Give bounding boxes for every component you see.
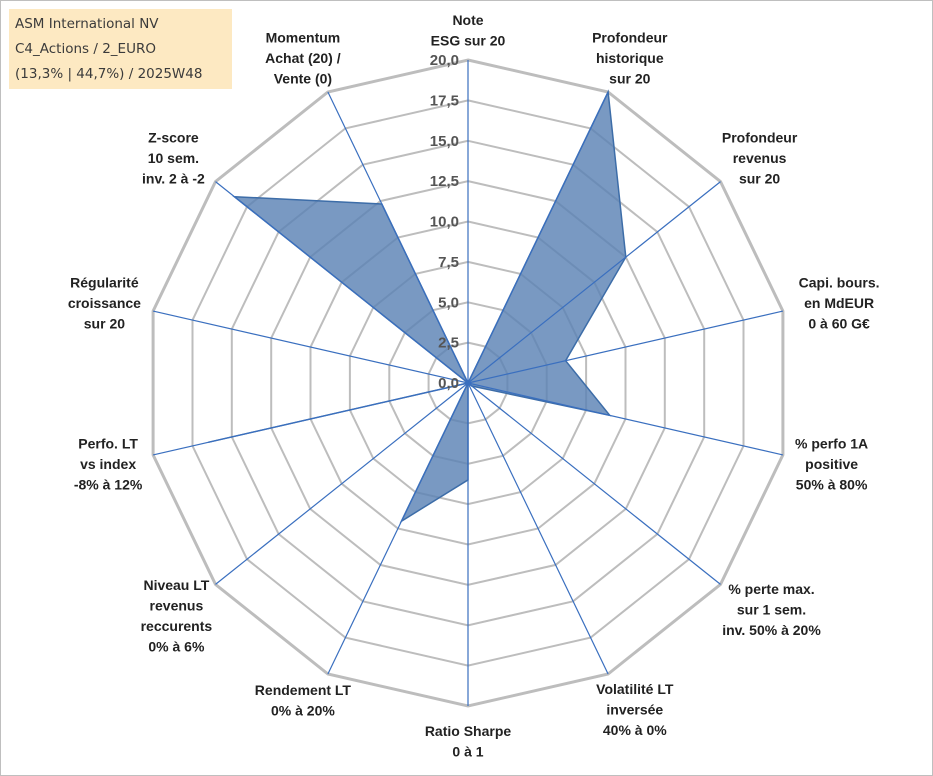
axis-label-line: revenus xyxy=(733,150,787,166)
tick-label: 15,0 xyxy=(430,133,459,150)
axis-label-line: 0% à 20% xyxy=(271,703,335,719)
axis-label-11: Régularité croissance sur 20 xyxy=(68,275,141,332)
tick-label: 12,5 xyxy=(430,173,459,190)
axis-label-2: Profondeur revenus sur 20 xyxy=(722,130,798,187)
axis-label-line: Achat (20) / xyxy=(265,50,341,66)
axis-label-line: en MdEUR xyxy=(804,295,874,311)
axis-label-6: Volatilité LT inversée 40% à 0% xyxy=(596,681,674,738)
axis-label-line: croissance xyxy=(68,295,141,311)
axis-label-line: % perfo 1A xyxy=(795,436,868,452)
title-line-3: (13,3% | 44,7%) / 2025W48 xyxy=(15,66,203,82)
axis-label-line: 0 à 1 xyxy=(452,744,483,760)
axis-label-line: inv. 2 à -2 xyxy=(142,171,205,187)
axis-label-10: Perfo. LT vs index -8% à 12% xyxy=(74,436,143,493)
axis-label-line: Profondeur xyxy=(592,29,668,45)
tick-label: 0,0 xyxy=(438,375,459,392)
axis-label-line: vs index xyxy=(80,456,136,472)
axis-label-line: Capi. bours. xyxy=(799,275,880,291)
axis-line xyxy=(152,382,469,456)
axis-line xyxy=(327,91,469,384)
tick-label: 20,0 xyxy=(430,52,459,69)
axis-line xyxy=(215,181,469,384)
axis-label-line: Volatilité LT xyxy=(596,681,674,697)
axis-label-line: Note xyxy=(452,12,483,28)
axis-label-line: 50% à 80% xyxy=(796,477,868,493)
axis-label-line: sur 20 xyxy=(739,171,780,187)
axis-label-line: Z-score xyxy=(148,130,199,146)
axis-label-line: inversée xyxy=(606,702,663,718)
axis-label-line: 40% à 0% xyxy=(603,722,667,738)
axis-label-3: Capi. bours. en MdEUR 0 à 60 G€ xyxy=(799,275,880,332)
axis-label-line: sur 1 sem. xyxy=(737,601,806,617)
axis-line xyxy=(467,91,609,384)
axis-label-line: historique xyxy=(596,50,664,66)
axis-label-0: Note ESG sur 20 xyxy=(431,12,506,49)
axis-label-4: % perfo 1A positive 50% à 80% xyxy=(795,436,868,493)
axis-label-line: Profondeur xyxy=(722,130,798,146)
axis-line xyxy=(467,181,721,384)
chart-title-box: ASM International NV C4_Actions / 2_EURO… xyxy=(9,9,232,89)
axis-line xyxy=(215,382,469,585)
tick-label: 10,0 xyxy=(430,214,459,231)
title-line-1: ASM International NV xyxy=(15,16,159,32)
axis-label-9: Niveau LT revenus reccurents 0% à 6% xyxy=(141,577,213,655)
tick-label: 5,0 xyxy=(438,294,459,311)
axis-label-line: 10 sem. xyxy=(148,150,199,166)
tick-label: 17,5 xyxy=(430,92,459,109)
axis-label-line: Momentum xyxy=(266,29,341,45)
axis-label-line: Rendement LT xyxy=(255,682,352,698)
axis-label-line: positive xyxy=(805,456,858,472)
axis-line xyxy=(152,310,469,384)
axis-label-line: Régularité xyxy=(70,275,139,291)
axis-label-line: 0% à 6% xyxy=(148,638,205,654)
axis-line xyxy=(467,382,721,585)
axis-label-12: Z-score 10 sem. inv. 2 à -2 xyxy=(142,130,205,187)
axis-label-line: inv. 50% à 20% xyxy=(722,622,821,638)
axis-label-line: sur 20 xyxy=(84,316,125,332)
axis-line xyxy=(467,310,784,384)
axis-line xyxy=(467,382,609,675)
axis-label-line: 0 à 60 G€ xyxy=(808,316,870,332)
radial-ticks: 0,0 2,5 5,0 7,5 10,0 12,5 15,0 17,5 20,0 xyxy=(430,52,459,392)
axis-label-1: Profondeur historique sur 20 xyxy=(592,29,668,86)
axis-label-line: % perte max. xyxy=(728,581,814,597)
axis-label-8: Rendement LT 0% à 20% xyxy=(255,682,352,719)
axis-label-line: sur 20 xyxy=(609,70,650,86)
axis-label-13: Momentum Achat (20) / Vente (0) xyxy=(265,29,341,86)
tick-label: 2,5 xyxy=(438,335,459,352)
axis-label-line: revenus xyxy=(150,597,204,613)
axis-line xyxy=(467,382,784,456)
axis-label-line: reccurents xyxy=(141,618,213,634)
axis-label-line: ESG sur 20 xyxy=(431,33,506,49)
axis-label-line: Ratio Sharpe xyxy=(425,723,512,739)
axis-label-line: Vente (0) xyxy=(274,70,332,86)
title-line-2: C4_Actions / 2_EURO xyxy=(15,41,156,57)
axis-line xyxy=(327,382,469,675)
category-labels: Note ESG sur 20 Profondeur historique sur 20… xyxy=(68,12,880,760)
axis-label-line: Niveau LT xyxy=(143,577,209,593)
tick-label: 7,5 xyxy=(438,254,459,271)
axis-label-5: % perte max. sur 1 sem. inv. 50% à 20% xyxy=(722,581,821,638)
axes xyxy=(152,60,784,706)
axis-label-7: Ratio Sharpe 0 à 1 xyxy=(425,723,512,760)
axis-label-line: -8% à 12% xyxy=(74,477,143,493)
axis-label-line: Perfo. LT xyxy=(78,436,138,452)
